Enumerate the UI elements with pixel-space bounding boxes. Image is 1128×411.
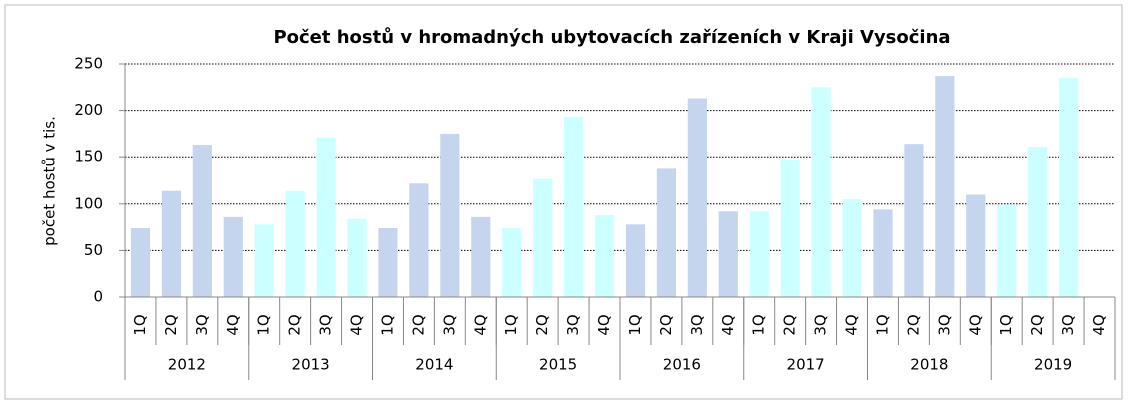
x-group-label: 2018 — [910, 356, 948, 374]
bar — [409, 183, 429, 297]
y-tick-label: 100 — [74, 194, 103, 212]
x-group-label: 2019 — [1034, 356, 1072, 374]
bar — [223, 216, 243, 297]
x-tick-label: 3Q — [317, 314, 335, 335]
y-axis-label: počet hostů v tis. — [41, 116, 59, 246]
x-tick-label: 2Q — [286, 314, 304, 335]
bar — [130, 228, 151, 297]
bar — [471, 216, 491, 297]
y-tick-label: 200 — [74, 101, 103, 119]
bar — [687, 98, 707, 297]
x-tick-label: 3Q — [564, 314, 582, 335]
x-tick-label: 2Q — [904, 314, 922, 335]
bar — [316, 137, 336, 297]
y-tick-label: 250 — [74, 55, 103, 73]
bar — [842, 199, 862, 297]
x-tick-label: 2Q — [409, 314, 427, 335]
x-tick-label: 4Q — [966, 314, 984, 335]
chart-title: Počet hostů v hromadných ubytovacích zař… — [273, 26, 950, 48]
bar — [594, 214, 615, 297]
x-tick-label: 1Q — [131, 314, 149, 335]
x-tick-label: 2Q — [781, 314, 799, 335]
bar — [564, 117, 584, 298]
x-tick-label: 1Q — [873, 314, 891, 335]
x-tick-label: 1Q — [626, 314, 644, 335]
x-tick-label: 1Q — [255, 314, 273, 335]
bar — [656, 168, 676, 297]
bar — [718, 211, 738, 297]
bar — [749, 211, 769, 297]
x-tick-label: 4Q — [224, 314, 242, 335]
x-tick-label: 2Q — [533, 314, 551, 335]
x-tick-label: 4Q — [595, 314, 613, 335]
x-tick-label: 3Q — [935, 314, 953, 335]
bar — [533, 178, 553, 297]
x-tick-label: 3Q — [1059, 314, 1077, 335]
x-tick-label: 3Q — [440, 314, 458, 335]
x-group-label: 2015 — [539, 356, 577, 374]
x-group-label: 2014 — [415, 356, 453, 374]
bar — [378, 228, 398, 297]
x-tick-label: 4Q — [471, 314, 489, 335]
bar — [904, 144, 924, 297]
y-tick-label: 0 — [93, 288, 103, 306]
x-tick-label: 3Q — [688, 314, 706, 335]
x-tick-label: 2Q — [657, 314, 675, 335]
x-tick-label: 1Q — [997, 314, 1015, 335]
y-tick-label: 150 — [74, 148, 103, 166]
x-tick-label: 1Q — [502, 314, 520, 335]
bar — [285, 190, 305, 297]
bar — [966, 194, 986, 297]
x-tick-label: 4Q — [348, 314, 366, 335]
x-tick-label: 2Q — [1028, 314, 1046, 335]
x-tick-label: 3Q — [812, 314, 830, 335]
x-tick-label: 1Q — [378, 314, 396, 335]
x-tick-label: 4Q — [1090, 314, 1108, 335]
x-tick-label: 4Q — [719, 314, 737, 335]
bar — [1059, 77, 1079, 297]
bar — [502, 228, 522, 297]
x-tick-label: 1Q — [750, 314, 768, 335]
bar — [873, 209, 893, 297]
bar — [625, 224, 646, 297]
bar — [997, 204, 1017, 297]
bar — [192, 145, 212, 297]
bar — [780, 159, 800, 297]
x-tick-label: 4Q — [843, 314, 861, 335]
y-tick-label: 50 — [84, 241, 103, 259]
x-group-label: 2016 — [663, 356, 701, 374]
bar — [161, 190, 181, 297]
x-tick-label: 2Q — [162, 314, 180, 335]
bar — [935, 76, 955, 297]
bar — [440, 133, 460, 297]
bar — [254, 224, 274, 297]
x-group-label: 2012 — [168, 356, 206, 374]
x-group-label: 2013 — [292, 356, 330, 374]
bar — [1028, 146, 1048, 297]
x-tick-label: 3Q — [193, 314, 211, 335]
x-group-label: 2017 — [787, 356, 825, 374]
bar — [811, 87, 831, 297]
bar — [347, 218, 367, 297]
